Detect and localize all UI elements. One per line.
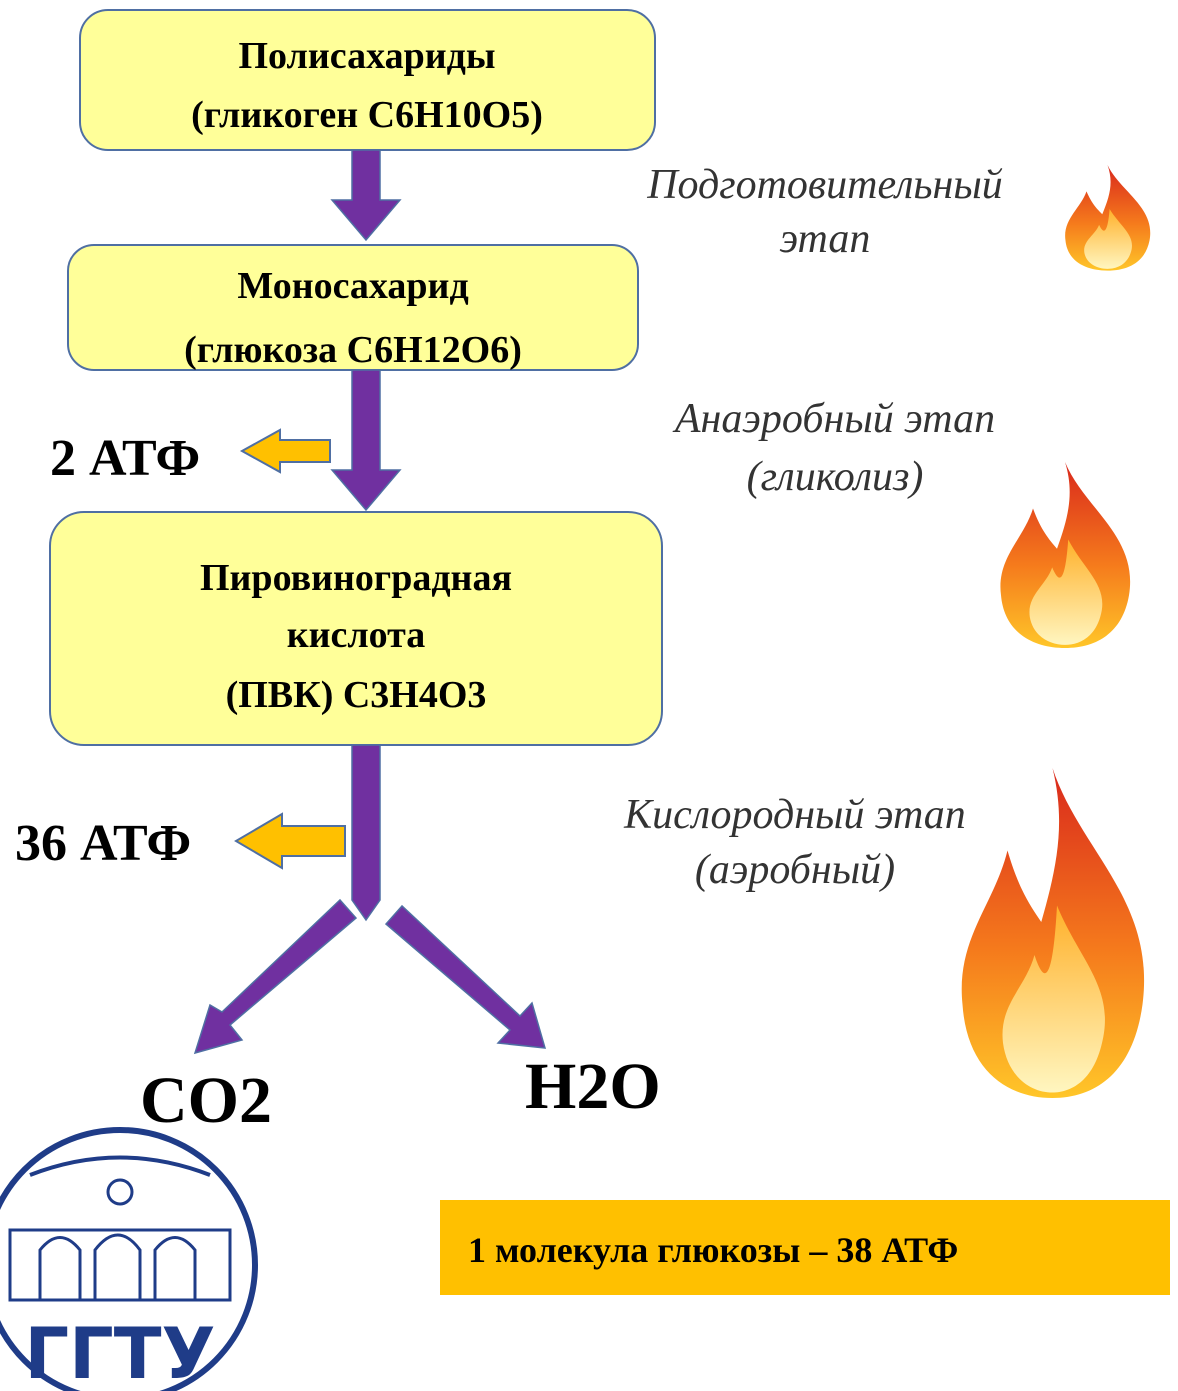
atp-label: 36 АТФ (15, 815, 191, 872)
stage-label: Подготовительный (646, 162, 1003, 208)
box-text: Полисахариды (238, 35, 495, 77)
atp-label: 2 АТФ (50, 430, 200, 487)
logo-text: ГГТУ (25, 1313, 216, 1391)
stage-label: (гликолиз) (747, 454, 924, 500)
stage-label: (аэробный) (695, 847, 895, 893)
box-text: (ПВК) C3H4O3 (226, 674, 487, 716)
flame-icon (1065, 165, 1150, 271)
diagram: Полисахариды (гликоген C6H10O5) Моносаха… (0, 0, 1178, 1391)
flame-icon (1000, 462, 1130, 648)
box-text: Пировиноградная (200, 557, 512, 599)
summary-text: 1 молекула глюкозы – 38 АТФ (468, 1230, 958, 1270)
atp-arrow (236, 814, 345, 868)
box-text: (глюкоза C6H12O6) (184, 329, 522, 371)
product: CO2 (140, 1064, 272, 1137)
stage-label: Анаэробный этап (672, 396, 995, 442)
box-text: кислота (287, 614, 426, 656)
stage-label: этап (780, 216, 871, 262)
product: H2O (525, 1050, 661, 1123)
atp-arrow (242, 430, 330, 472)
flame-icon (962, 768, 1144, 1098)
stage-label: Кислородный этап (623, 792, 966, 838)
box-text: Моносахарид (237, 265, 468, 307)
box-text: (гликоген C6H10O5) (191, 94, 543, 136)
